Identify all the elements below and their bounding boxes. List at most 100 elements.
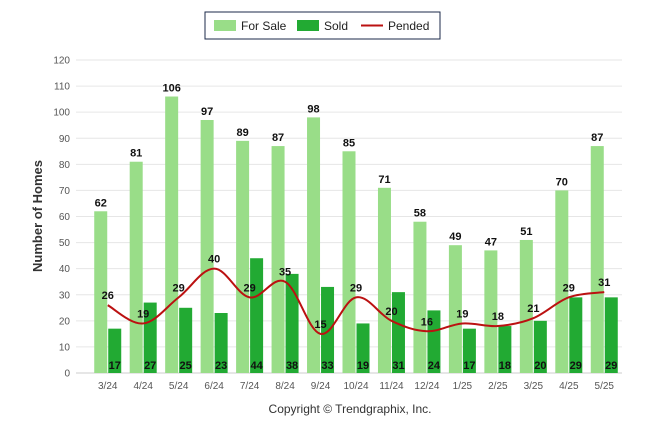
bar-sold-5/25 <box>604 297 618 373</box>
legend: For Sale Sold Pended <box>204 11 441 40</box>
x-tick-label-4/25: 4/25 <box>559 381 579 392</box>
legend-box <box>204 11 441 40</box>
bar-sold-2/25 <box>498 326 512 373</box>
label-pended-5/25: 31 <box>598 277 610 289</box>
label-pended-4/25: 29 <box>563 282 575 294</box>
y-tick-label-20: 20 <box>59 316 71 327</box>
y-axis: 0 10 20 30 40 50 60 70 80 90 100 110 120 <box>53 56 70 380</box>
bar-sold-10/24 <box>356 323 370 373</box>
label-sold-12/24: 24 <box>428 360 441 372</box>
y-tick-label-30: 30 <box>59 290 71 301</box>
bar-for-sale-9/24 <box>307 117 321 373</box>
y-tick-label-10: 10 <box>59 342 71 353</box>
label-for-sale-5/24: 106 <box>162 83 180 95</box>
bar-for-sale-7/24 <box>236 140 250 373</box>
line-pended <box>107 267 605 335</box>
label-for-sale-4/24: 81 <box>130 148 142 160</box>
bar-sold-6/24 <box>214 313 228 373</box>
x-tick-label-5/25: 5/25 <box>595 381 615 392</box>
legend-label-for-sale: For Sale <box>241 19 287 33</box>
copyright-credit: Copyright © Trendgraphix, Inc. <box>269 402 432 416</box>
bar-for-sale-3/24 <box>94 211 108 373</box>
bar-sold-7/24 <box>250 258 264 373</box>
y-tick-label-40: 40 <box>59 264 71 275</box>
label-sold-8/24: 38 <box>286 360 298 372</box>
label-for-sale-4/25: 70 <box>556 176 568 188</box>
x-axis: 3/24 4/24 5/24 6/24 7/24 8/24 9/24 10/24 11/24 12… <box>98 381 614 392</box>
bar-for-sale-11/24 <box>377 187 391 373</box>
label-for-sale-7/24: 89 <box>236 127 248 139</box>
x-tick-label-6/24: 6/24 <box>204 381 224 392</box>
label-pended-2/25: 18 <box>492 311 504 323</box>
label-sold-6/24: 23 <box>215 360 227 372</box>
bar-for-sale-4/24 <box>129 161 143 373</box>
label-for-sale-10/24: 85 <box>343 137 355 149</box>
y-tick-label-120: 120 <box>53 56 70 67</box>
bar-sold-4/25 <box>569 297 583 373</box>
bars-layer <box>94 96 618 374</box>
bar-for-sale-1/25 <box>448 245 462 373</box>
data-labels-layer: 62 17 81 27 106 25 97 23 89 44 87 38 98 33 85 19 71 31 58 2… <box>95 83 618 372</box>
legend-swatch-for-sale <box>214 20 236 31</box>
label-pended-11/24: 20 <box>385 306 397 318</box>
label-for-sale-12/24: 58 <box>414 208 426 220</box>
x-tick-label-2/25: 2/25 <box>488 381 508 392</box>
x-tick-label-11/24: 11/24 <box>379 381 404 392</box>
bar-for-sale-5/24 <box>165 96 179 374</box>
bar-for-sale-12/24 <box>413 221 427 373</box>
label-pended-5/24: 29 <box>173 282 185 294</box>
y-tick-label-80: 80 <box>59 160 71 171</box>
label-for-sale-9/24: 98 <box>307 103 319 115</box>
line-layer <box>107 267 605 335</box>
x-tick-label-12/24: 12/24 <box>414 381 439 392</box>
label-pended-12/24: 16 <box>421 316 433 328</box>
label-for-sale-3/24: 62 <box>95 197 107 209</box>
label-pended-7/24: 29 <box>243 282 255 294</box>
label-for-sale-6/24: 97 <box>201 106 213 118</box>
bar-for-sale-8/24 <box>271 146 285 373</box>
label-sold-3/25: 20 <box>534 360 546 372</box>
x-tick-label-8/24: 8/24 <box>275 381 295 392</box>
label-for-sale-2/25: 47 <box>485 236 497 248</box>
label-sold-5/25: 29 <box>605 360 617 372</box>
label-for-sale-11/24: 71 <box>378 174 390 186</box>
x-tick-label-4/24: 4/24 <box>133 381 153 392</box>
bar-sold-3/25 <box>533 320 547 373</box>
bar-sold-9/24 <box>321 286 335 373</box>
label-pended-8/24: 35 <box>279 267 291 279</box>
label-for-sale-5/25: 87 <box>591 132 603 144</box>
bar-for-sale-2/25 <box>484 250 498 373</box>
bar-for-sale-10/24 <box>342 151 356 373</box>
x-tick-label-9/24: 9/24 <box>311 381 331 392</box>
label-for-sale-8/24: 87 <box>272 132 284 144</box>
label-pended-1/25: 19 <box>456 308 468 320</box>
bar-sold-5/24 <box>179 307 193 373</box>
bar-sold-12/24 <box>427 310 441 373</box>
y-axis-label: Number of Homes <box>30 160 45 272</box>
label-sold-2/25: 18 <box>499 360 511 372</box>
y-tick-label-110: 110 <box>54 82 70 93</box>
label-sold-7/24: 44 <box>250 360 263 372</box>
bar-sold-3/24 <box>108 328 122 373</box>
y-tick-label-0: 0 <box>64 369 70 380</box>
label-pended-6/24: 40 <box>208 254 220 266</box>
bar-for-sale-3/25 <box>519 239 533 373</box>
x-tick-label-5/24: 5/24 <box>169 381 189 392</box>
label-pended-3/24: 26 <box>102 290 114 302</box>
y-tick-label-100: 100 <box>53 108 70 119</box>
label-sold-4/24: 27 <box>144 360 156 372</box>
x-tick-label-10/24: 10/24 <box>343 381 368 392</box>
label-sold-10/24: 19 <box>357 360 369 372</box>
bar-sold-11/24 <box>391 292 405 373</box>
label-pended-4/24: 19 <box>137 308 149 320</box>
legend-label-pended: Pended <box>388 19 429 33</box>
label-pended-9/24: 15 <box>314 319 326 331</box>
label-sold-1/25: 17 <box>463 360 475 372</box>
label-sold-11/24: 31 <box>392 360 404 372</box>
bar-sold-8/24 <box>285 273 299 373</box>
label-pended-10/24: 29 <box>350 282 362 294</box>
y-tick-label-60: 60 <box>59 212 71 223</box>
x-tick-label-3/25: 3/25 <box>524 381 544 392</box>
y-tick-label-90: 90 <box>59 134 71 145</box>
